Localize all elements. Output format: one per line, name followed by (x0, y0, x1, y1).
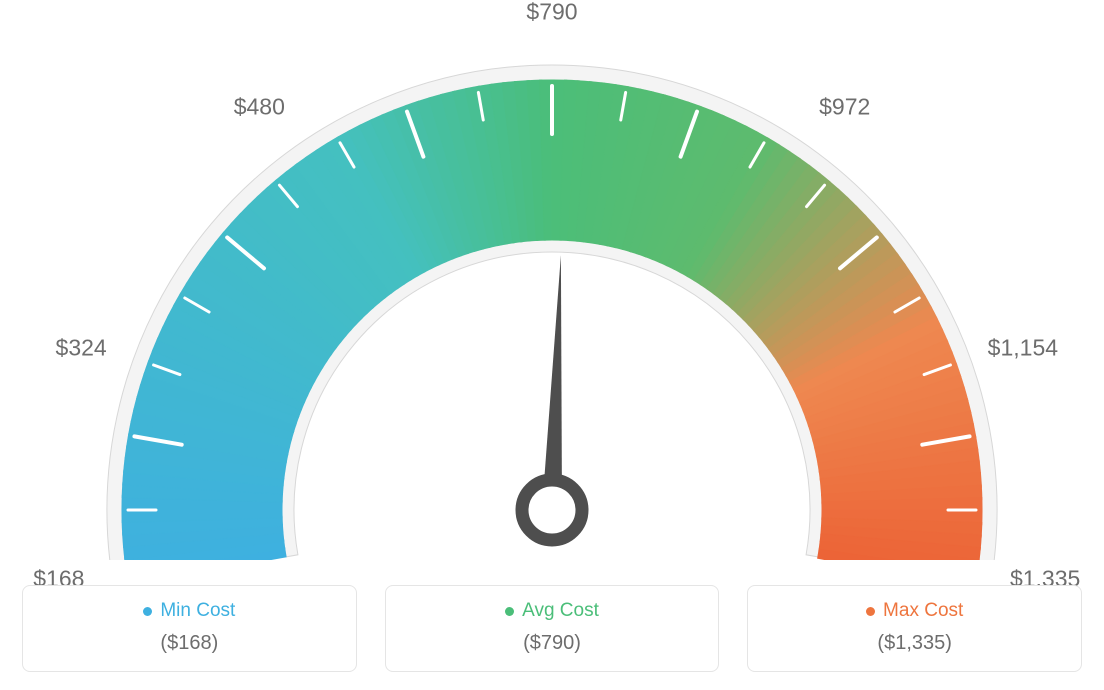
legend-card-avg: Avg Cost ($790) (385, 585, 720, 672)
legend-value-avg: ($790) (396, 632, 709, 655)
legend-title-avg: Avg Cost (505, 600, 599, 622)
legend-title-max: Max Cost (866, 600, 963, 622)
legend-card-max: Max Cost ($1,335) (747, 585, 1082, 672)
legend-dot-avg (505, 607, 514, 616)
legend-label-avg: Avg Cost (522, 600, 599, 622)
legend-label-min: Min Cost (160, 600, 235, 622)
scale-label: $1,154 (988, 334, 1058, 361)
scale-label: $972 (819, 94, 870, 121)
scale-label: $480 (234, 94, 285, 121)
scale-label: $790 (526, 0, 577, 26)
legend-value-max: ($1,335) (758, 632, 1071, 655)
gauge-chart: $168$324$480$790$972$1,154$1,335 (0, 0, 1104, 560)
gauge-svg (0, 0, 1104, 560)
scale-label: $324 (56, 334, 107, 361)
legend-value-min: ($168) (33, 632, 346, 655)
legend-card-min: Min Cost ($168) (22, 585, 357, 672)
legend-title-min: Min Cost (143, 600, 235, 622)
legend-label-max: Max Cost (883, 600, 963, 622)
legend-row: Min Cost ($168) Avg Cost ($790) Max Cost… (22, 585, 1082, 672)
legend-dot-min (143, 607, 152, 616)
legend-dot-max (866, 607, 875, 616)
